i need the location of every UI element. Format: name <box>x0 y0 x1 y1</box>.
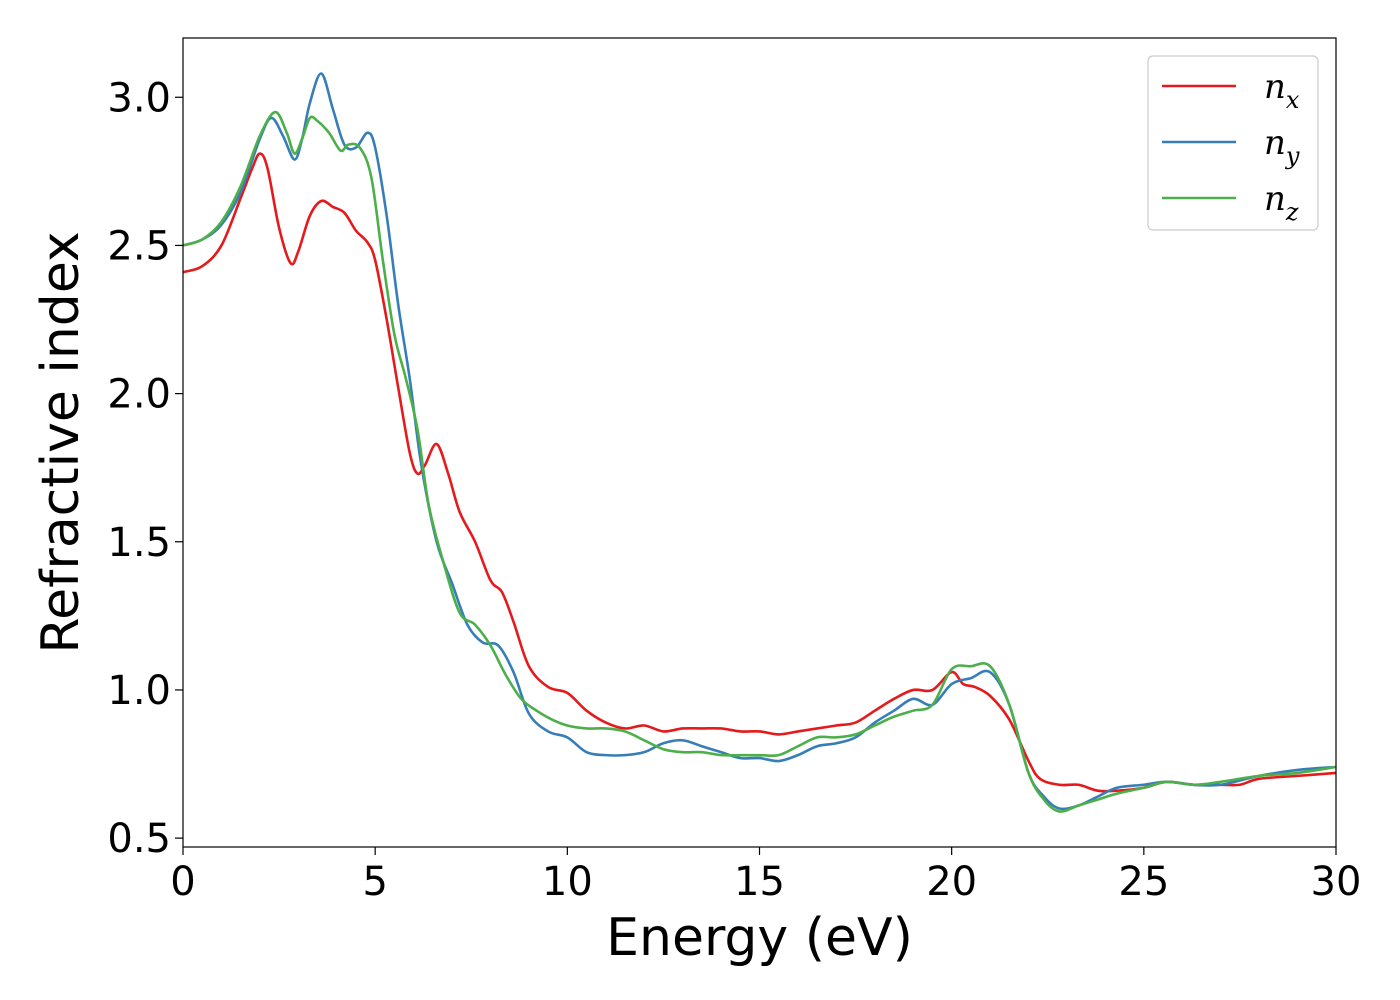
legend: nx ny nz <box>1147 55 1319 231</box>
x-axis-label: Energy (eV) <box>606 908 913 968</box>
y-tick-label: 1.0 <box>107 668 171 714</box>
x-tick-label: 0 <box>170 859 195 905</box>
y-tick-label: 3.0 <box>107 75 171 121</box>
y-axis-ticks: 0.5 1.0 1.5 2.0 2.5 3.0 <box>107 75 183 862</box>
legend-label-z: nz <box>1264 179 1299 226</box>
y-tick-label: 0.5 <box>107 816 171 862</box>
x-tick-label: 25 <box>1118 859 1169 905</box>
y-axis-label: Refractive index <box>31 231 91 653</box>
x-tick-label: 20 <box>926 859 977 905</box>
y-tick-label: 2.5 <box>107 223 171 269</box>
x-tick-label: 15 <box>734 859 785 905</box>
x-tick-label: 5 <box>362 859 387 905</box>
series-layer <box>182 72 1337 813</box>
legend-label-x: nx <box>1264 67 1300 114</box>
series-line-z <box>182 110 1337 813</box>
legend-label-y: ny <box>1264 123 1300 170</box>
y-tick-label: 1.5 <box>107 520 171 566</box>
x-tick-label: 30 <box>1311 859 1362 905</box>
series-line-x <box>182 152 1337 793</box>
series-line-y <box>182 72 1337 811</box>
x-axis-ticks: 0 5 10 15 20 25 30 <box>170 847 1361 905</box>
y-tick-label: 2.0 <box>107 372 171 418</box>
x-tick-label: 10 <box>542 859 593 905</box>
